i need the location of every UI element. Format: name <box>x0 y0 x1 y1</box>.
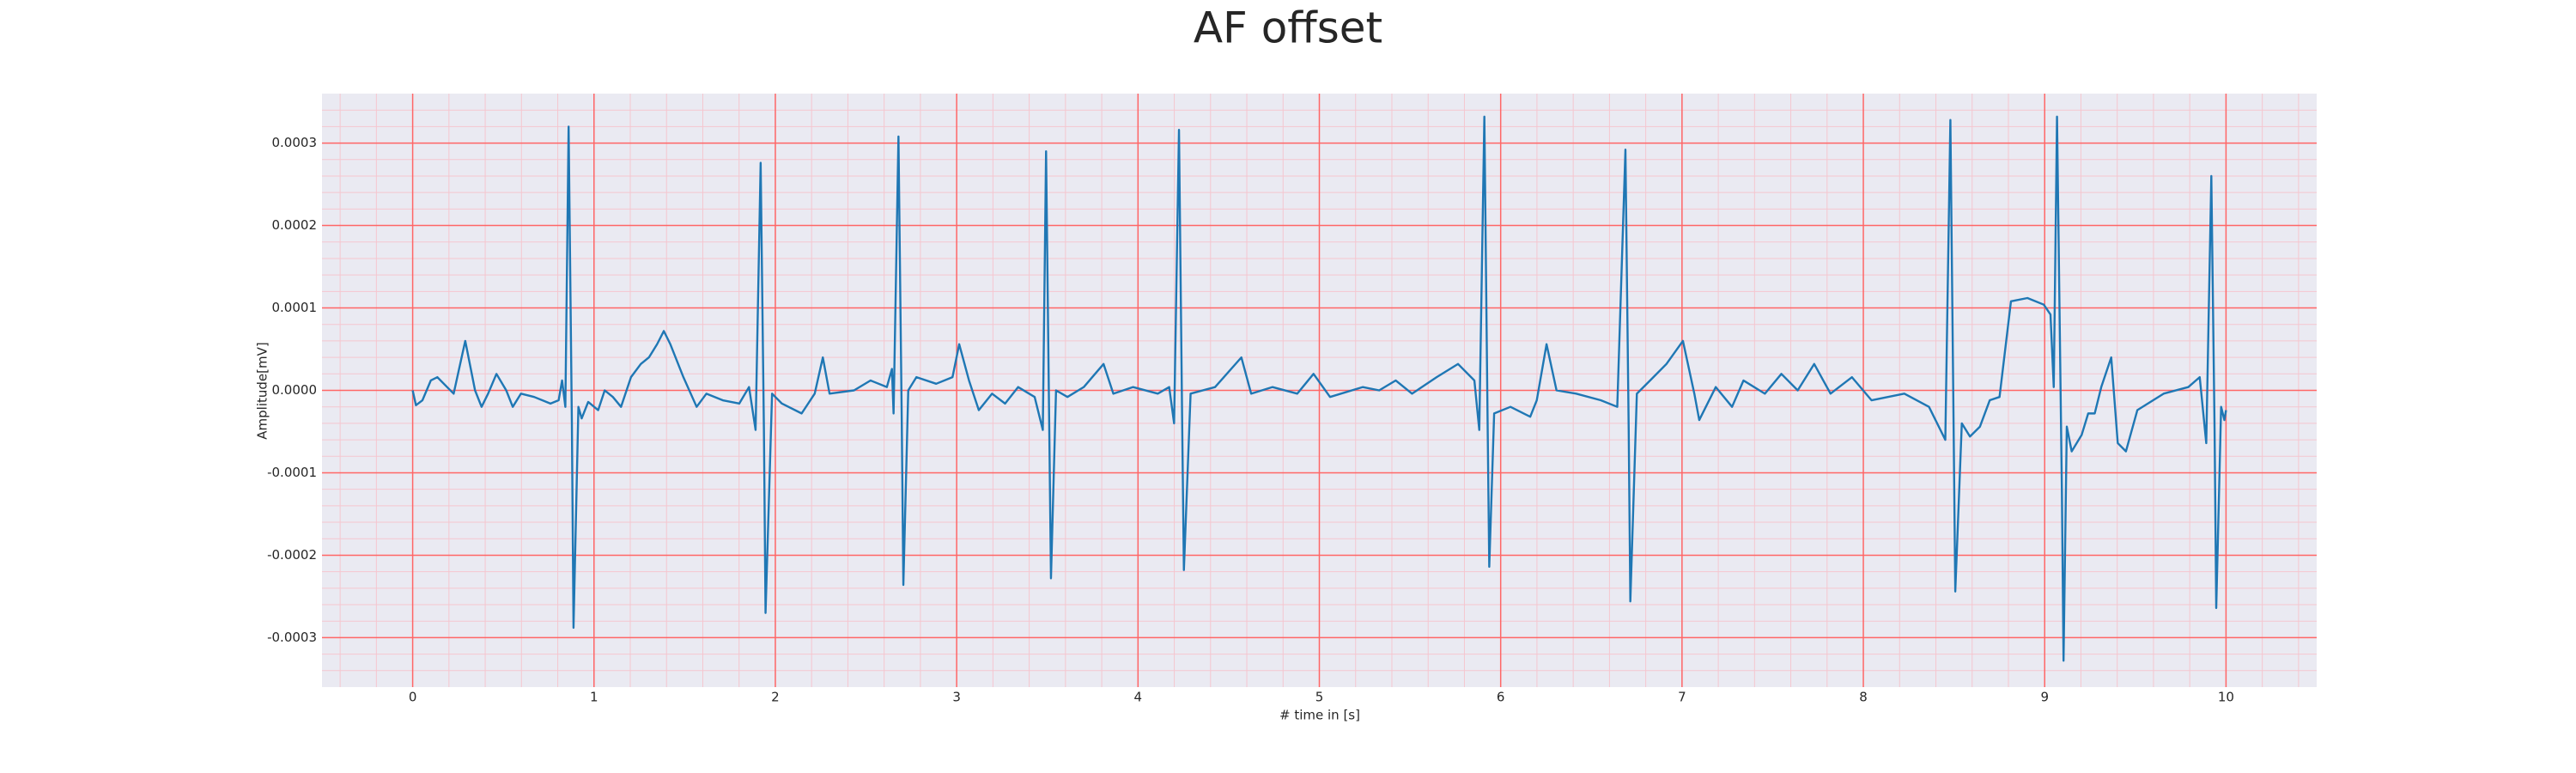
x-tick-label: 7 <box>1678 690 1686 705</box>
x-tick-label: 2 <box>771 690 780 705</box>
y-tick-label: 0.0000 <box>272 382 318 398</box>
x-axis-label: # time in [s] <box>1279 708 1360 723</box>
x-tick-label: 10 <box>2218 690 2234 705</box>
x-tick-label: 3 <box>952 690 961 705</box>
x-tick-label: 4 <box>1134 690 1143 705</box>
y-tick-label: 0.0002 <box>272 217 318 233</box>
y-axis-label: Amplitude[mV] <box>255 342 270 439</box>
y-tick-label: 0.0003 <box>272 135 318 150</box>
x-tick-label: 0 <box>409 690 417 705</box>
y-tick-label: -0.0003 <box>267 630 317 645</box>
y-tick-label: 0.0001 <box>272 300 318 315</box>
x-tick-label: 8 <box>1859 690 1868 705</box>
x-tick-label: 9 <box>2040 690 2049 705</box>
x-tick-label: 5 <box>1315 690 1324 705</box>
signal-line <box>411 115 2227 662</box>
chart-title: AF offset <box>1194 3 1382 53</box>
x-tick-label: 6 <box>1497 690 1505 705</box>
x-tick-label: 1 <box>590 690 598 705</box>
y-tick-label: -0.0002 <box>267 547 317 563</box>
y-tick-label: -0.0001 <box>267 465 317 480</box>
